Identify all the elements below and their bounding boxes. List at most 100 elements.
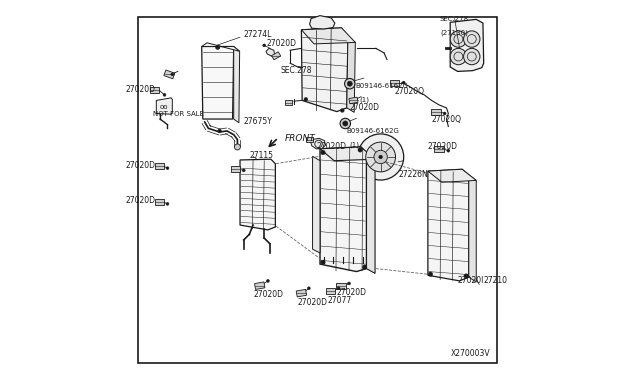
Text: 27020D: 27020D (266, 39, 296, 48)
Circle shape (321, 260, 325, 264)
Circle shape (348, 282, 351, 285)
Circle shape (379, 155, 383, 159)
Bar (150, 87, 159, 93)
Circle shape (166, 167, 169, 170)
Polygon shape (301, 28, 348, 112)
Circle shape (340, 118, 351, 129)
Text: 27020D: 27020D (125, 85, 156, 94)
Polygon shape (367, 153, 375, 273)
Polygon shape (347, 37, 355, 112)
Circle shape (262, 44, 266, 47)
Text: 27020D: 27020D (125, 196, 156, 205)
Circle shape (362, 265, 367, 269)
Text: 27675Y: 27675Y (244, 117, 273, 126)
Text: 27020D: 27020D (316, 142, 346, 151)
Circle shape (337, 287, 340, 290)
Bar (154, 163, 164, 169)
Circle shape (447, 149, 450, 152)
Bar (306, 137, 314, 142)
Polygon shape (156, 98, 172, 114)
Text: (1): (1) (359, 97, 369, 103)
Text: B09146-6162G: B09146-6162G (346, 128, 399, 134)
Circle shape (171, 73, 174, 76)
Polygon shape (266, 48, 275, 57)
Circle shape (464, 274, 468, 278)
Text: 27274L: 27274L (244, 30, 272, 39)
Text: (1): (1) (349, 141, 360, 148)
Bar (349, 97, 358, 104)
Text: oo: oo (159, 104, 168, 110)
Text: 27020D: 27020D (253, 290, 283, 299)
Circle shape (463, 31, 480, 47)
Bar (326, 288, 335, 294)
Circle shape (166, 202, 169, 205)
Bar (390, 80, 399, 86)
Bar (255, 282, 265, 289)
Text: 27210: 27210 (484, 276, 508, 285)
Text: 27020D: 27020D (298, 298, 328, 307)
Circle shape (163, 93, 166, 96)
Circle shape (266, 279, 269, 282)
Polygon shape (310, 138, 326, 149)
Polygon shape (320, 147, 367, 272)
Circle shape (304, 97, 308, 101)
Circle shape (358, 134, 404, 180)
Text: 27020D: 27020D (428, 142, 458, 151)
Polygon shape (234, 46, 239, 123)
Text: 27226N: 27226N (398, 170, 428, 179)
Text: FRONT: FRONT (285, 134, 316, 143)
Text: B09146-6162G: B09146-6162G (355, 83, 408, 89)
Polygon shape (428, 169, 476, 182)
Text: X270003V: X270003V (451, 349, 490, 358)
Polygon shape (320, 147, 375, 161)
Polygon shape (312, 156, 320, 253)
Bar (271, 52, 281, 60)
Circle shape (450, 31, 467, 47)
Text: SEC.278: SEC.278 (439, 16, 468, 22)
Polygon shape (310, 16, 335, 29)
Circle shape (307, 287, 310, 290)
Circle shape (402, 81, 405, 84)
Circle shape (321, 150, 325, 155)
Bar (164, 70, 175, 79)
Polygon shape (450, 19, 484, 71)
Circle shape (443, 112, 446, 115)
Polygon shape (202, 43, 239, 51)
Text: 27020I: 27020I (458, 276, 484, 285)
Circle shape (342, 121, 348, 126)
Text: 27020D: 27020D (125, 161, 156, 170)
Text: NOT FOR SALE: NOT FOR SALE (152, 111, 204, 117)
Text: 27020D: 27020D (337, 288, 367, 297)
Text: 27020D: 27020D (349, 103, 380, 112)
Text: (27130): (27130) (440, 30, 468, 36)
Bar (296, 289, 307, 297)
Text: 27115: 27115 (250, 151, 273, 160)
Bar (285, 100, 292, 105)
Circle shape (218, 129, 221, 133)
Bar (435, 146, 444, 152)
Circle shape (234, 144, 241, 150)
Circle shape (374, 150, 387, 164)
Text: SEC.278: SEC.278 (281, 66, 312, 75)
Circle shape (463, 48, 480, 65)
Circle shape (243, 169, 245, 172)
Polygon shape (240, 159, 275, 230)
Bar (154, 199, 164, 205)
Bar (336, 283, 346, 289)
Polygon shape (202, 46, 234, 119)
Text: 27020Q: 27020Q (431, 115, 461, 124)
Circle shape (358, 148, 362, 152)
Bar (231, 166, 240, 172)
Bar (431, 109, 441, 115)
Circle shape (216, 45, 220, 49)
Circle shape (344, 78, 355, 89)
Circle shape (450, 48, 467, 65)
Text: 27077: 27077 (328, 296, 352, 305)
Circle shape (428, 272, 433, 276)
Polygon shape (301, 28, 355, 44)
Circle shape (340, 109, 344, 112)
Circle shape (365, 142, 396, 172)
Polygon shape (468, 175, 476, 282)
Circle shape (347, 81, 353, 86)
Text: 27020Q: 27020Q (394, 87, 424, 96)
